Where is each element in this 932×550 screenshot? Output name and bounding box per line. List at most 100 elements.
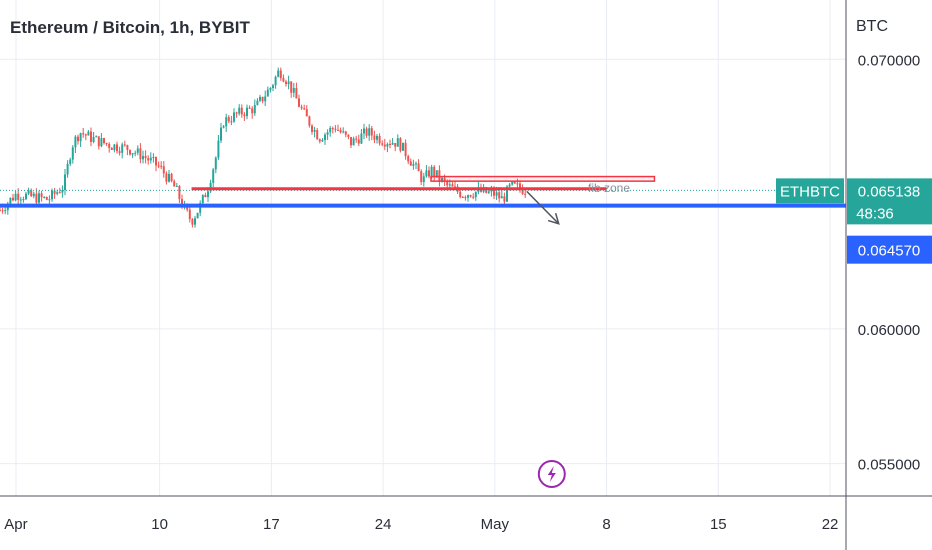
candle-body <box>178 185 181 200</box>
candle-body <box>22 199 25 201</box>
price-axis[interactable]: 0.070000 0.060000 0.055000 BTC ETHBTC 0.06513… <box>776 0 932 550</box>
candle-body <box>524 193 527 195</box>
candle-body <box>191 219 194 225</box>
candle-body <box>25 193 27 200</box>
candle-body <box>313 130 316 132</box>
price-tick-label: 0.055000 <box>858 457 921 474</box>
candle-body <box>493 190 495 196</box>
candle-body <box>373 135 376 140</box>
candle-body <box>123 144 126 146</box>
candle-body <box>45 197 48 200</box>
candle-body <box>64 174 66 191</box>
candle-body <box>370 128 373 136</box>
candle-body <box>100 138 103 147</box>
time-tick-label: 8 <box>602 516 610 533</box>
candle-body <box>74 136 77 148</box>
candle-body <box>69 159 72 164</box>
candle-body <box>139 148 142 160</box>
candle-body <box>108 143 111 148</box>
candle-body <box>298 98 300 107</box>
candle-body <box>396 138 399 147</box>
candle-body <box>222 126 225 128</box>
candle-body <box>467 195 469 198</box>
symbol-tag <box>776 178 844 204</box>
candle-body <box>61 190 64 193</box>
candle-body <box>56 192 59 194</box>
candle-body <box>402 142 404 151</box>
candle-body <box>513 181 516 184</box>
drawings[interactable]: fib zone <box>0 175 846 488</box>
candle-body <box>334 128 337 130</box>
candle-body <box>201 194 204 204</box>
time-tick-label: Apr <box>4 516 27 533</box>
candle-body <box>430 166 433 177</box>
candle-body <box>357 139 360 144</box>
last-price-tag <box>847 178 932 225</box>
candle-body <box>207 191 209 198</box>
candle-body <box>136 148 139 153</box>
time-axis[interactable]: Apr 10 17 24 May 8 15 22 <box>0 495 932 533</box>
candle-body <box>103 138 105 144</box>
candle-body <box>235 112 238 114</box>
candle-body <box>19 199 22 201</box>
candle-body <box>227 117 230 122</box>
candle-body <box>498 192 501 199</box>
candle-body <box>144 156 147 159</box>
fib-zone-label: fib zone <box>588 181 630 195</box>
price-tick-label: 0.070000 <box>858 52 921 69</box>
candle-body <box>404 142 407 157</box>
candle-body <box>259 96 261 101</box>
candle-body <box>261 96 264 102</box>
candle-body <box>461 196 464 198</box>
candle-body <box>155 156 157 166</box>
candle-body <box>519 183 521 189</box>
candle-body <box>344 131 347 135</box>
candle-body <box>443 177 446 182</box>
candle-body <box>508 184 511 187</box>
candle-body <box>487 191 490 193</box>
candle-body <box>290 81 293 93</box>
candle-body <box>521 188 524 194</box>
candle-body <box>4 210 7 212</box>
candle-body <box>168 173 170 182</box>
candle-body <box>173 181 176 187</box>
candle-body <box>500 196 503 199</box>
candle-body <box>454 186 456 188</box>
candle-body <box>285 81 287 85</box>
candle-body <box>181 199 183 208</box>
candle-body <box>438 170 441 181</box>
candle-body <box>165 173 168 182</box>
candle-body <box>326 132 329 135</box>
candle-body <box>246 107 248 117</box>
time-tick-label: May <box>481 516 510 533</box>
candle-body <box>118 151 121 153</box>
candle-body <box>129 149 131 155</box>
candle-body <box>350 136 352 146</box>
candle-body <box>269 88 272 90</box>
candle-body <box>342 131 345 133</box>
candle-body <box>0 210 1 212</box>
candle-body <box>368 128 371 136</box>
candle-body <box>324 134 326 141</box>
level-price-tag <box>847 235 932 264</box>
candle-body <box>131 153 134 155</box>
lightning-glyph <box>547 466 556 482</box>
candle-body <box>264 96 267 102</box>
time-tick-label: 10 <box>151 516 168 533</box>
candle-body <box>53 190 56 194</box>
candle-body <box>77 136 79 142</box>
candle-body <box>243 114 246 117</box>
candle-body <box>490 190 493 192</box>
candle-body <box>305 109 308 117</box>
candle-body <box>27 190 30 194</box>
candle-body <box>209 182 212 192</box>
candle-body <box>82 133 85 135</box>
candle-body <box>188 209 191 220</box>
candle-body <box>407 156 410 162</box>
candle-body <box>472 196 475 198</box>
time-tick-label: 22 <box>822 516 839 533</box>
candle-body <box>506 186 508 202</box>
candle-body <box>469 195 472 197</box>
candle-body <box>30 190 33 197</box>
